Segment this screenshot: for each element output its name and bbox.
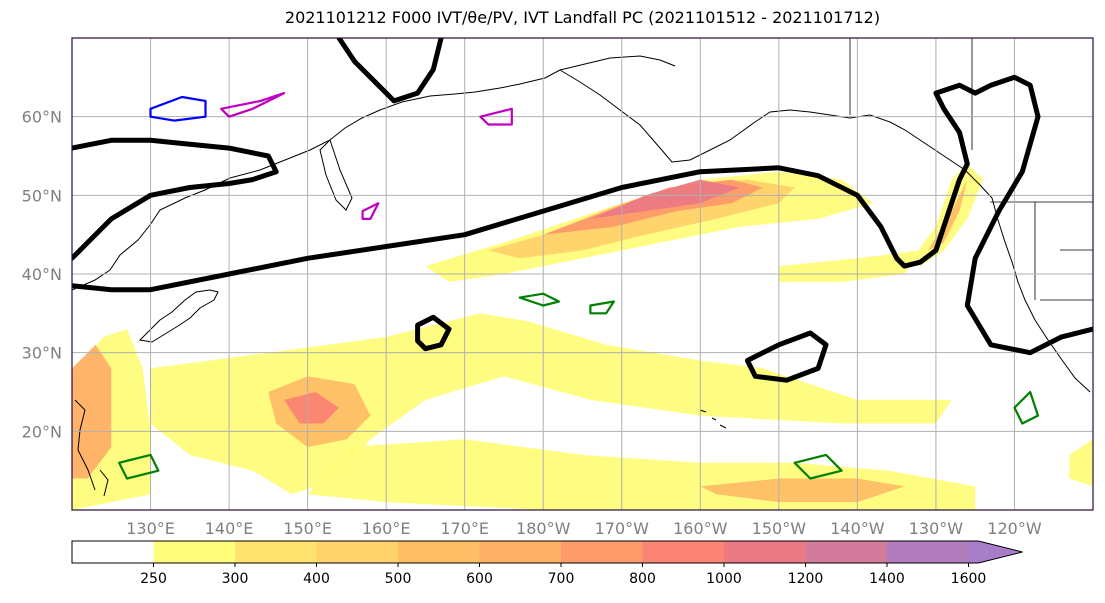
pv-contour — [220, 91, 286, 118]
latitude-labels: 60°N 50°N 40°N 30°N 20°N — [22, 108, 62, 442]
lon-label: 130°W — [909, 519, 964, 538]
colorbar-segment — [398, 541, 480, 563]
colorbar-tick-label: 500 — [385, 571, 412, 587]
colorbar-outline — [71, 540, 1023, 564]
pv-contour — [117, 453, 160, 480]
longitude-labels: 130°E 140°E 150°E 160°E 170°E 180°W 170°W 160°W… — [126, 519, 1042, 538]
colorbar-segment — [724, 541, 806, 563]
ivt-region — [1069, 439, 1093, 487]
figure-title: 2021101212 F000 IVT/θe/PV, IVT Landfall … — [284, 8, 881, 27]
ivt-region — [590, 179, 740, 219]
ivt-region — [284, 392, 339, 424]
lon-label: 140°W — [830, 519, 885, 538]
lon-label: 170°E — [440, 519, 489, 538]
colorbar-segment — [968, 541, 1023, 563]
colorbar-tick-label: 250 — [140, 571, 167, 587]
ivt-region — [72, 344, 112, 479]
lat-label: 40°N — [22, 265, 62, 284]
hawaii-coastline — [699, 409, 727, 429]
alaska-coastline — [559, 69, 993, 199]
colorbar-segment — [316, 541, 399, 563]
japan-coastline — [138, 289, 219, 343]
pv-contour — [518, 292, 561, 307]
pv-contour-layer — [117, 91, 1040, 480]
colorbar-segment — [72, 541, 154, 563]
lat-label: 30°N — [22, 344, 62, 363]
map-frame — [71, 37, 1094, 511]
philippines-coastline — [74, 399, 109, 497]
lon-label: 150°E — [283, 519, 332, 538]
colorbar-segment — [479, 541, 562, 563]
theta-e-contour — [72, 137, 279, 261]
lat-label: 20°N — [22, 422, 62, 441]
pv-contour — [589, 300, 616, 315]
pv-contour — [149, 95, 207, 122]
lon-label: 120°W — [987, 519, 1042, 538]
lon-label: 170°W — [595, 519, 650, 538]
colorbar-tick-label: 1400 — [869, 571, 905, 587]
colorbar-tick-label: 700 — [548, 571, 575, 587]
colorbar-segment — [887, 541, 969, 563]
theta-e-contour — [72, 74, 1093, 356]
theta-e-contour — [336, 38, 444, 104]
pv-contour — [1013, 390, 1040, 425]
na-west-coastline — [991, 197, 1091, 393]
lon-label: 130°E — [126, 519, 175, 538]
colorbar-tick-label: 600 — [466, 571, 493, 587]
lon-label: 140°E — [205, 519, 254, 538]
asia-coastline — [72, 55, 676, 291]
ivt-colorbar: 250 300 400 500 600 700 800 1000 1200 1400 1600 — [71, 540, 1023, 587]
colorbar-tick-label: 300 — [222, 571, 249, 587]
theta-e-contour — [744, 330, 829, 383]
pv-contour — [479, 107, 513, 126]
colorbar-segment — [153, 541, 236, 563]
ivt-region — [700, 478, 905, 503]
colorbar-tick-label: 400 — [303, 571, 330, 587]
ivt-shading-layer — [72, 163, 1093, 510]
gridlines-layer — [72, 38, 1093, 510]
colorbar-segment — [805, 541, 888, 563]
lon-label: 160°W — [673, 519, 728, 538]
lon-label: 180°W — [516, 519, 571, 538]
theta-e-contour — [415, 314, 452, 352]
colorbar-segment — [235, 541, 317, 563]
lon-label: 160°E — [362, 519, 411, 538]
colorbar-tick-label: 1200 — [788, 571, 824, 587]
lon-label: 150°W — [752, 519, 807, 538]
lat-label: 60°N — [22, 108, 62, 127]
kamchatka-coastline — [319, 139, 353, 211]
colorbar-tick-label: 1000 — [706, 571, 742, 587]
lat-label: 50°N — [22, 186, 62, 205]
colorbar-segment — [642, 541, 725, 563]
pv-contour — [793, 453, 843, 480]
colorbar-segment — [561, 541, 643, 563]
theta-e-contour-layer — [72, 38, 1093, 383]
colorbar-tick-label: 1600 — [951, 571, 987, 587]
colorbar-tick-label: 800 — [629, 571, 656, 587]
pv-contour — [361, 202, 380, 220]
